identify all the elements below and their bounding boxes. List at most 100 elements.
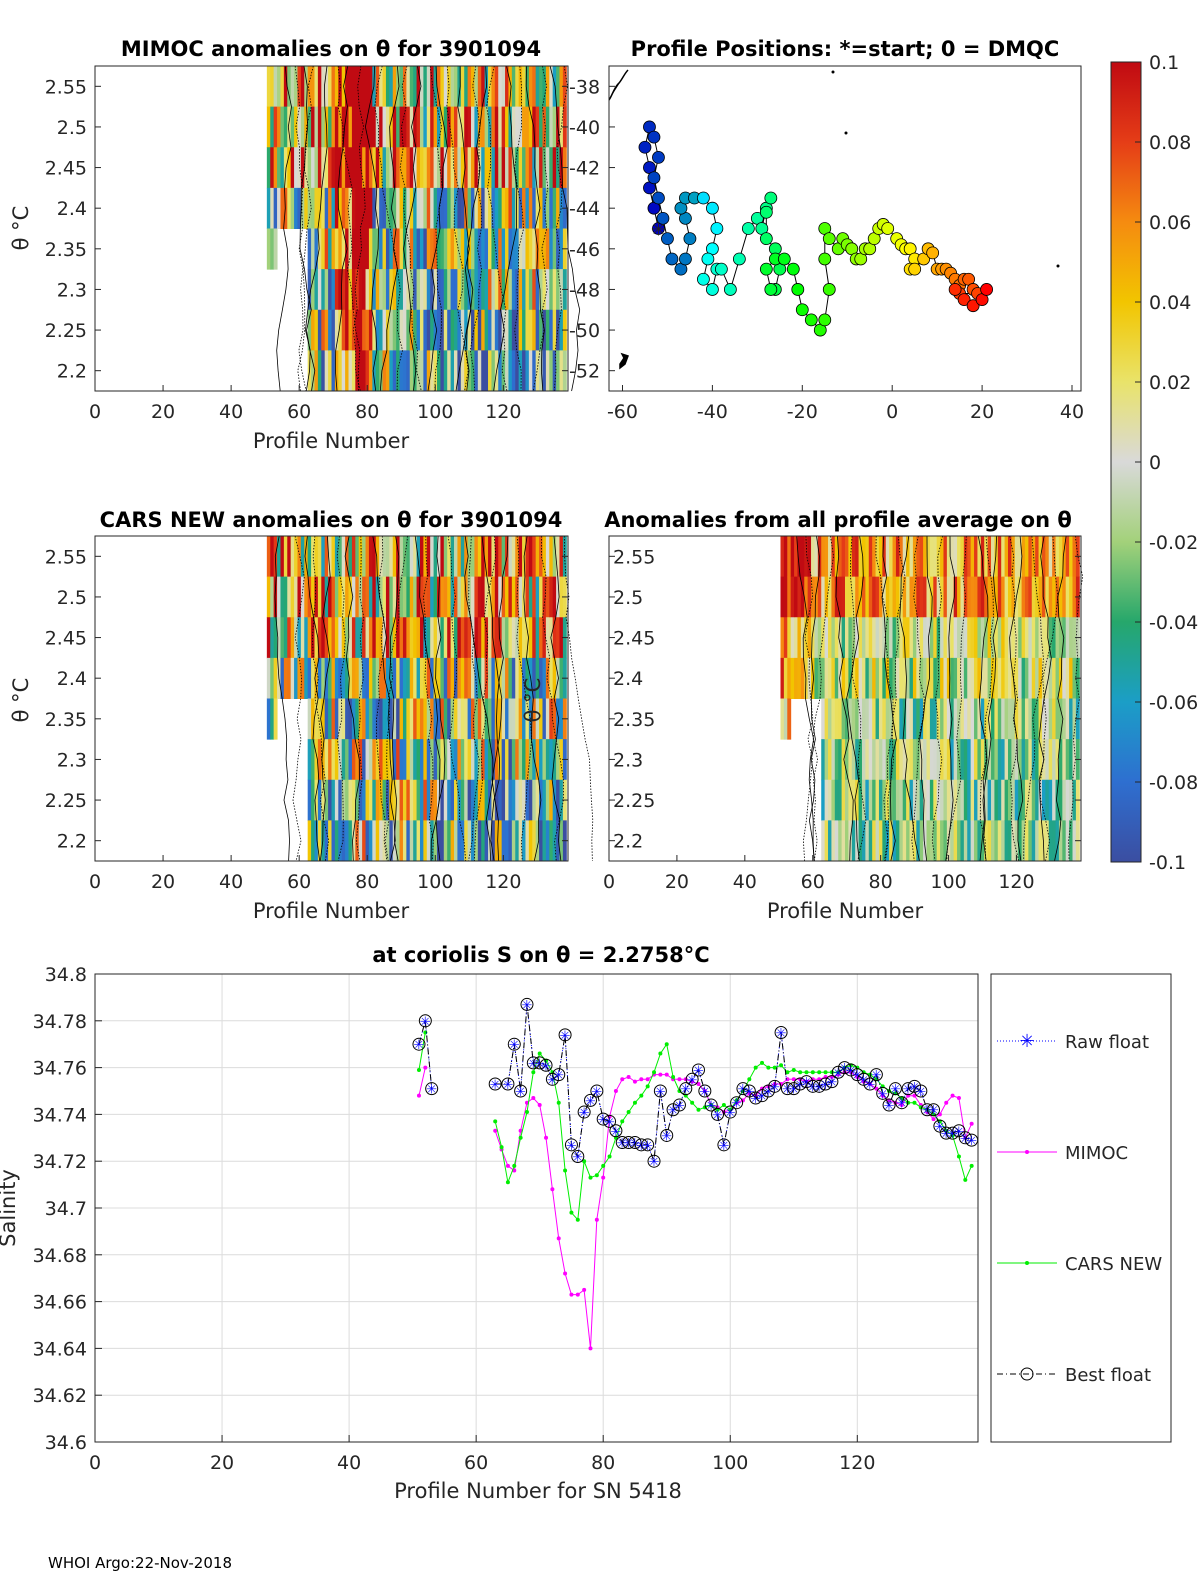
heatmap-cell — [413, 147, 418, 189]
best-point — [520, 997, 534, 1011]
heatmap-cell — [413, 779, 418, 821]
heatmap-cell — [447, 698, 452, 740]
heatmap-cell — [501, 820, 506, 862]
heatmap-cell — [385, 350, 390, 392]
heatmap-cell — [494, 617, 499, 659]
heatmap-cell — [287, 617, 292, 659]
heatmap-cell — [311, 820, 315, 862]
heatmap-cell — [535, 820, 540, 862]
profile-point — [665, 252, 679, 266]
heatmap-cell — [382, 309, 387, 351]
heatmap-cell — [522, 350, 526, 392]
heatmap-cell — [865, 657, 870, 699]
best-point — [672, 1098, 686, 1112]
heatmap-cell — [1052, 657, 1057, 699]
heatmap-cell — [552, 576, 557, 618]
raw-point: ✳ — [845, 1064, 856, 1079]
heatmap-cell — [1041, 820, 1046, 862]
heatmap-cell — [532, 106, 537, 148]
raw-point: ✳ — [858, 1073, 869, 1088]
heatmap-cell — [556, 66, 560, 108]
heatmap-cell — [518, 350, 523, 392]
heatmap-cell — [1028, 576, 1033, 618]
heatmap-cell — [1065, 739, 1070, 781]
heatmap-cell — [828, 739, 832, 781]
heatmap-cell — [970, 617, 975, 659]
contour-line — [802, 535, 814, 862]
heatmap-cell — [916, 698, 921, 740]
heatmap-cell — [365, 106, 370, 148]
heatmap-cell — [290, 536, 295, 578]
heatmap-cell — [294, 657, 298, 699]
heatmap-cell — [1007, 779, 1012, 821]
heatmap-cell — [1004, 536, 1009, 578]
heatmap-cell — [481, 269, 486, 311]
heatmap-cell — [814, 536, 819, 578]
heatmap-cell — [314, 820, 319, 862]
heatmap-cell — [957, 536, 961, 578]
heatmap-cell — [385, 309, 390, 351]
contour-line — [464, 535, 494, 862]
heatmap-cell — [409, 739, 414, 781]
best-point — [526, 1056, 540, 1070]
heatmap-cell — [443, 147, 448, 189]
heatmap-cell — [895, 779, 900, 821]
heatmap-cell — [362, 228, 367, 270]
heatmap-cell — [501, 617, 506, 659]
heatmap-cell — [967, 739, 972, 781]
x-tick-label: 120 — [485, 401, 521, 423]
heatmap-cell — [518, 269, 523, 311]
heatmap-cell — [290, 657, 295, 699]
heatmap-cell — [1028, 779, 1033, 821]
heatmap-cell — [314, 350, 319, 392]
heatmap-cell — [895, 576, 900, 618]
heatmap-cell — [518, 309, 523, 351]
heatmap-cell — [1028, 698, 1033, 740]
heatmap-cell — [1065, 536, 1070, 578]
heatmap-cell — [433, 739, 438, 781]
heatmap-cell — [831, 536, 836, 578]
best-point — [412, 1037, 426, 1051]
heatmap-cell — [457, 187, 462, 229]
heatmap-cell — [511, 536, 516, 578]
heatmap-cell — [549, 657, 554, 699]
heatmap-cell — [385, 536, 390, 578]
heatmap-cell — [423, 228, 428, 270]
heatmap-cell — [392, 147, 397, 189]
cars-point — [588, 1175, 593, 1180]
heatmap-cell — [436, 106, 441, 148]
heatmap-cell — [522, 617, 526, 659]
heatmap-cell — [902, 536, 907, 578]
raw-point: ✳ — [788, 1083, 799, 1098]
heatmap-cell — [861, 779, 866, 821]
heatmap-cell — [368, 269, 373, 311]
heatmap-cell — [307, 739, 312, 781]
heatmap-cell — [1038, 657, 1043, 699]
heatmap-cell — [511, 820, 516, 862]
heatmap-cell — [324, 739, 329, 781]
heatmap-cell — [392, 350, 397, 392]
best-point — [774, 1026, 788, 1039]
heatmap-cell — [783, 698, 788, 740]
heatmap-cell — [868, 617, 873, 659]
heatmap-cell — [539, 820, 543, 862]
heatmap-cell — [273, 66, 278, 108]
heatmap-cell — [855, 657, 860, 699]
heatmap-cell — [464, 820, 469, 862]
heatmap-cell — [878, 739, 883, 781]
heatmap-cell — [413, 66, 418, 108]
heatmap-cell — [505, 350, 509, 392]
heatmap-cell — [963, 739, 968, 781]
heatmap-cell — [545, 698, 550, 740]
heatmap-cell — [324, 698, 329, 740]
heatmap-cell — [365, 739, 370, 781]
best-point — [736, 1082, 750, 1096]
heatmap-cell — [800, 657, 805, 699]
heatmap-cell — [464, 779, 469, 821]
heatmap-cell — [297, 617, 302, 659]
contour-line — [875, 535, 895, 862]
heatmap-cell — [1007, 576, 1012, 618]
heatmap-cell — [501, 147, 506, 189]
heatmap-cell — [341, 576, 346, 618]
heatmap-cell — [440, 576, 445, 618]
